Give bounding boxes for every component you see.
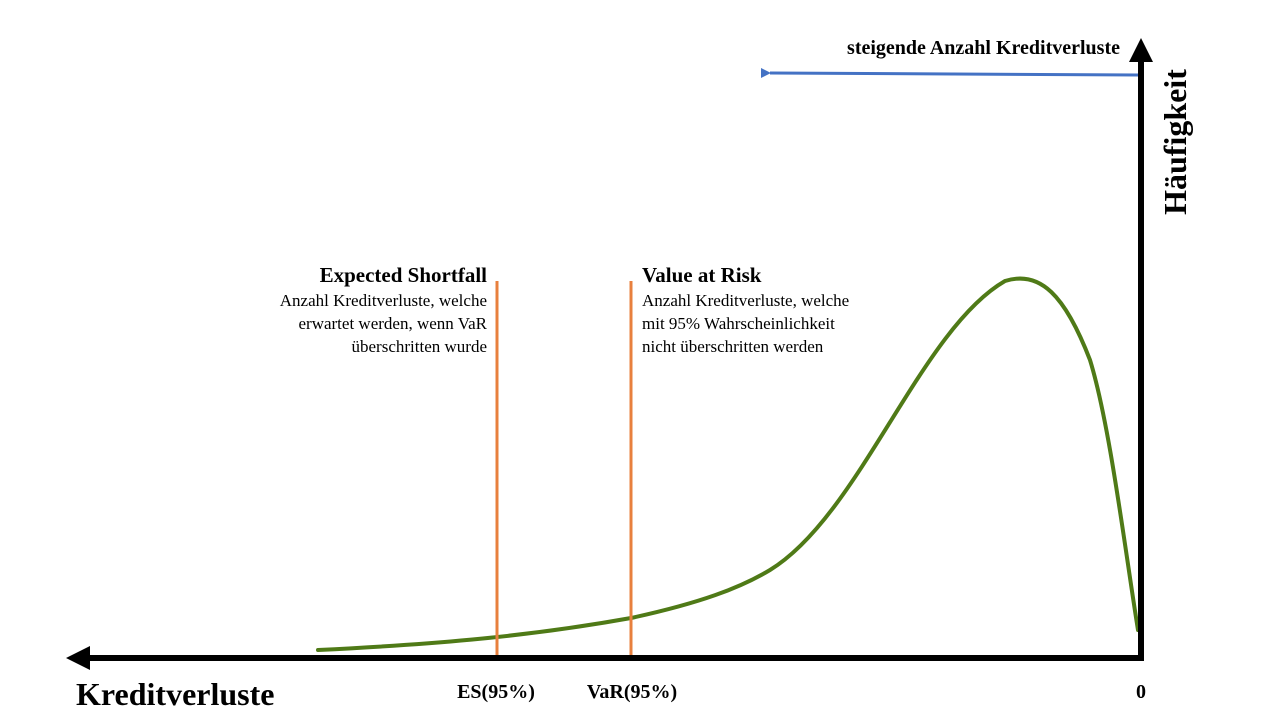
y-axis-arrowhead [1129, 38, 1153, 62]
var-description-line-2: mit 95% Wahrscheinlichkeit [642, 314, 835, 333]
es-tick-label: ES(95%) [457, 681, 535, 703]
x-axis-arrowhead [66, 646, 90, 670]
var-description-line-1: Anzahl Kreditverluste, welche [642, 291, 849, 310]
var-tick-label: VaR(95%) [587, 681, 677, 703]
es-description-line-2: erwartet werden, wenn VaR [298, 314, 487, 333]
direction-arrow [760, 67, 1139, 78]
var-description-line-3: nicht überschritten werden [642, 337, 824, 356]
es-title: Expected Shortfall [320, 263, 488, 287]
es-description-line-1: Anzahl Kreditverluste, welche [280, 291, 487, 310]
es-description-line-3: überschritten wurde [352, 337, 487, 356]
x-origin-label: 0 [1136, 681, 1146, 703]
direction-label: steigende Anzahl Kreditverluste [847, 37, 1120, 59]
var-title: Value at Risk [642, 263, 762, 287]
x-axis-label: Kreditverluste [76, 676, 274, 712]
y-axis-label: Häufigkeit [1157, 69, 1193, 215]
loss-density-curve [316, 276, 1140, 652]
